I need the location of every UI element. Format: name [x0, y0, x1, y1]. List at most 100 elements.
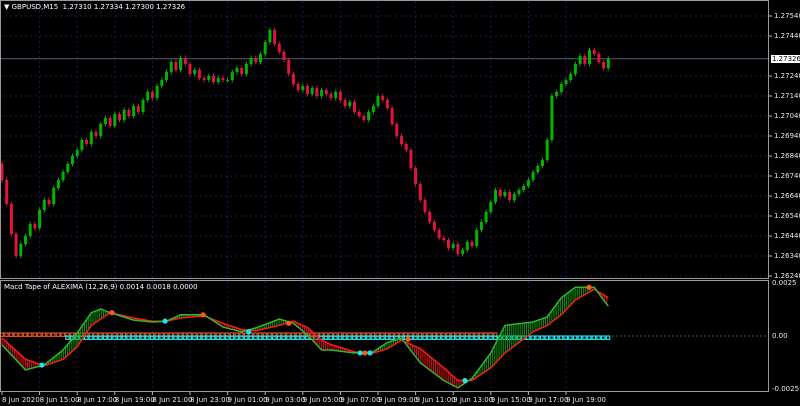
bullish-candle	[160, 80, 164, 86]
bullish-candle	[56, 180, 60, 188]
bullish-tape-marker	[370, 335, 376, 341]
bullish-candle	[132, 106, 136, 116]
bullish-candle	[545, 140, 549, 160]
bullish-candle	[259, 54, 262, 62]
bullish-tape-marker	[333, 335, 338, 341]
bullish-candle	[165, 72, 168, 80]
bullish-tape-marker	[248, 335, 254, 341]
bullish-candle	[42, 200, 46, 210]
bearish-tape-marker	[41, 332, 47, 338]
bullish-tape-marker	[215, 335, 221, 341]
bullish-candle	[461, 250, 465, 254]
bullish-candle	[169, 62, 173, 72]
ohlc-values: 1.27310 1.27334 1.27300 1.27326	[62, 3, 186, 11]
bearish-candle	[127, 110, 131, 116]
bearish-candle	[329, 94, 333, 98]
bullish-tape-marker	[159, 335, 164, 341]
bullish-tape-marker	[398, 335, 404, 341]
bullish-candle	[155, 86, 159, 98]
bullish-tape-marker	[149, 335, 155, 341]
bearish-candle	[9, 204, 13, 234]
bullish-tape-marker	[422, 335, 428, 341]
bearish-cross-dot	[286, 320, 292, 326]
bearish-candle	[202, 78, 206, 80]
bullish-tape-marker	[135, 335, 141, 341]
bearish-candle	[291, 74, 295, 84]
bullish-candle	[216, 78, 220, 82]
price-tick-label: 1.27040	[774, 112, 800, 120]
current-price-label: 1.27326	[771, 54, 800, 63]
bullish-tape-marker	[267, 335, 272, 341]
time-tick-label: 8 Jun 21:00	[152, 396, 193, 404]
bullish-candle	[113, 114, 117, 126]
bullish-tape-marker	[455, 335, 460, 341]
bullish-cross-dot	[357, 350, 363, 356]
bullish-candle	[517, 190, 521, 194]
bullish-candle	[494, 190, 497, 202]
bullish-candle	[550, 96, 554, 140]
bearish-candle	[85, 140, 89, 144]
bullish-tape-marker	[591, 335, 597, 341]
bullish-tape-marker	[328, 335, 334, 341]
bullish-candle	[89, 132, 93, 144]
grid	[0, 1, 772, 395]
bearish-candle	[14, 234, 18, 256]
bearish-candle	[362, 116, 366, 120]
bullish-candle	[573, 64, 577, 74]
time-tick-label: 9 Jun 07:00	[340, 396, 381, 404]
bearish-candle	[456, 244, 460, 254]
bullish-candle	[376, 96, 380, 106]
bullish-tape-marker	[93, 335, 99, 341]
bearish-tape-marker	[27, 332, 33, 338]
bullish-candle	[207, 76, 211, 80]
bearish-tape-marker	[22, 332, 28, 338]
time-tick-label: 9 Jun 19:00	[566, 396, 607, 404]
bullish-tape-marker	[361, 335, 366, 341]
dropdown-arrow-icon[interactable]: ▼	[4, 3, 10, 11]
bullish-candle	[249, 58, 253, 64]
indicator-tick-label: 0.00	[772, 332, 788, 340]
price-tick-label: 1.26340	[774, 252, 800, 260]
bearish-candle	[33, 224, 37, 228]
bullish-tape-marker	[201, 335, 207, 341]
bullish-tape-marker	[300, 335, 305, 341]
price-tick-label: 1.27540	[774, 12, 800, 20]
bullish-candle	[310, 88, 314, 94]
bullish-tape-marker	[290, 335, 296, 341]
bearish-candle	[395, 124, 399, 136]
bullish-tape-marker	[568, 335, 573, 341]
bullish-tape-marker	[98, 335, 103, 341]
price-tick-label: 1.26840	[774, 152, 800, 160]
bullish-tape-marker	[229, 335, 235, 341]
candles	[0, 27, 610, 259]
bearish-cross-dot	[405, 336, 411, 342]
bullish-tape-marker	[304, 335, 310, 341]
bearish-candle	[338, 92, 342, 100]
time-tick-label: 8 Jun 23:00	[190, 396, 231, 404]
bullish-candle	[122, 110, 126, 120]
bullish-tape-marker	[474, 335, 479, 341]
bullish-candle	[479, 222, 483, 230]
bullish-tape-marker	[65, 335, 70, 341]
bullish-candle	[451, 244, 455, 248]
bullish-tape-marker	[102, 335, 108, 341]
bullish-candle	[531, 172, 535, 180]
indicator-title: Macd Tape of ALEXIMA (12,26,9) 0.0014 0.…	[4, 283, 198, 291]
bearish-candle	[306, 86, 309, 94]
bullish-candle	[66, 164, 70, 172]
bullish-candle	[80, 140, 84, 150]
bearish-candle	[498, 190, 502, 196]
bullish-candle	[588, 50, 591, 64]
bullish-tape-marker	[347, 335, 352, 341]
bullish-tape-marker	[83, 335, 89, 341]
bullish-tape-marker	[356, 335, 362, 341]
bullish-tape-marker	[178, 335, 183, 341]
bullish-tape-marker	[253, 335, 258, 341]
bullish-tape-marker	[384, 335, 390, 341]
bearish-cross-dot	[200, 312, 206, 318]
bearish-tape-marker	[0, 332, 5, 338]
bullish-tape-marker	[460, 335, 465, 341]
time-tick-label: 9 Jun 13:00	[453, 396, 494, 404]
bearish-candle	[508, 192, 512, 200]
